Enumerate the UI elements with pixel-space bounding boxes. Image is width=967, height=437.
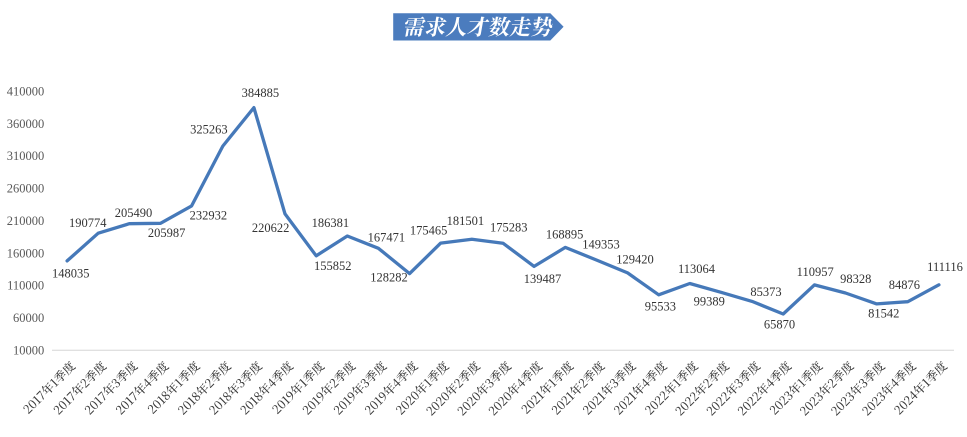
- svg-text:260000: 260000: [7, 182, 45, 196]
- svg-text:84876: 84876: [889, 278, 920, 292]
- svg-text:175283: 175283: [490, 221, 528, 235]
- svg-text:148035: 148035: [52, 267, 90, 281]
- svg-text:139487: 139487: [524, 272, 562, 286]
- svg-text:205490: 205490: [115, 206, 153, 220]
- svg-text:149353: 149353: [582, 238, 620, 252]
- svg-text:95533: 95533: [645, 300, 676, 314]
- svg-text:410000: 410000: [7, 85, 45, 99]
- svg-text:384885: 384885: [242, 86, 280, 100]
- svg-text:232932: 232932: [190, 209, 228, 223]
- svg-text:110000: 110000: [7, 279, 44, 293]
- svg-text:99389: 99389: [694, 294, 725, 308]
- svg-text:205987: 205987: [148, 226, 186, 240]
- svg-text:360000: 360000: [7, 117, 45, 131]
- svg-text:155852: 155852: [314, 259, 352, 273]
- svg-text:210000: 210000: [7, 214, 45, 228]
- svg-text:186381: 186381: [312, 216, 350, 230]
- svg-text:190774: 190774: [69, 216, 107, 230]
- svg-text:10000: 10000: [13, 343, 44, 357]
- svg-text:81542: 81542: [868, 306, 899, 320]
- svg-text:168895: 168895: [546, 228, 584, 242]
- svg-text:98328: 98328: [840, 272, 871, 286]
- svg-text:65870: 65870: [764, 317, 795, 331]
- svg-text:85373: 85373: [750, 285, 781, 299]
- svg-text:325263: 325263: [190, 122, 228, 136]
- svg-text:113064: 113064: [678, 262, 716, 276]
- svg-text:160000: 160000: [7, 246, 45, 260]
- svg-text:60000: 60000: [13, 311, 44, 325]
- svg-text:220622: 220622: [252, 221, 290, 235]
- svg-text:110957: 110957: [797, 265, 834, 279]
- svg-text:181501: 181501: [447, 214, 485, 228]
- svg-text:129420: 129420: [616, 252, 654, 266]
- svg-text:167471: 167471: [368, 231, 406, 245]
- svg-text:310000: 310000: [7, 149, 45, 163]
- svg-text:111116: 111116: [927, 260, 963, 274]
- svg-text:128282: 128282: [370, 271, 408, 285]
- svg-text:175465: 175465: [410, 224, 448, 238]
